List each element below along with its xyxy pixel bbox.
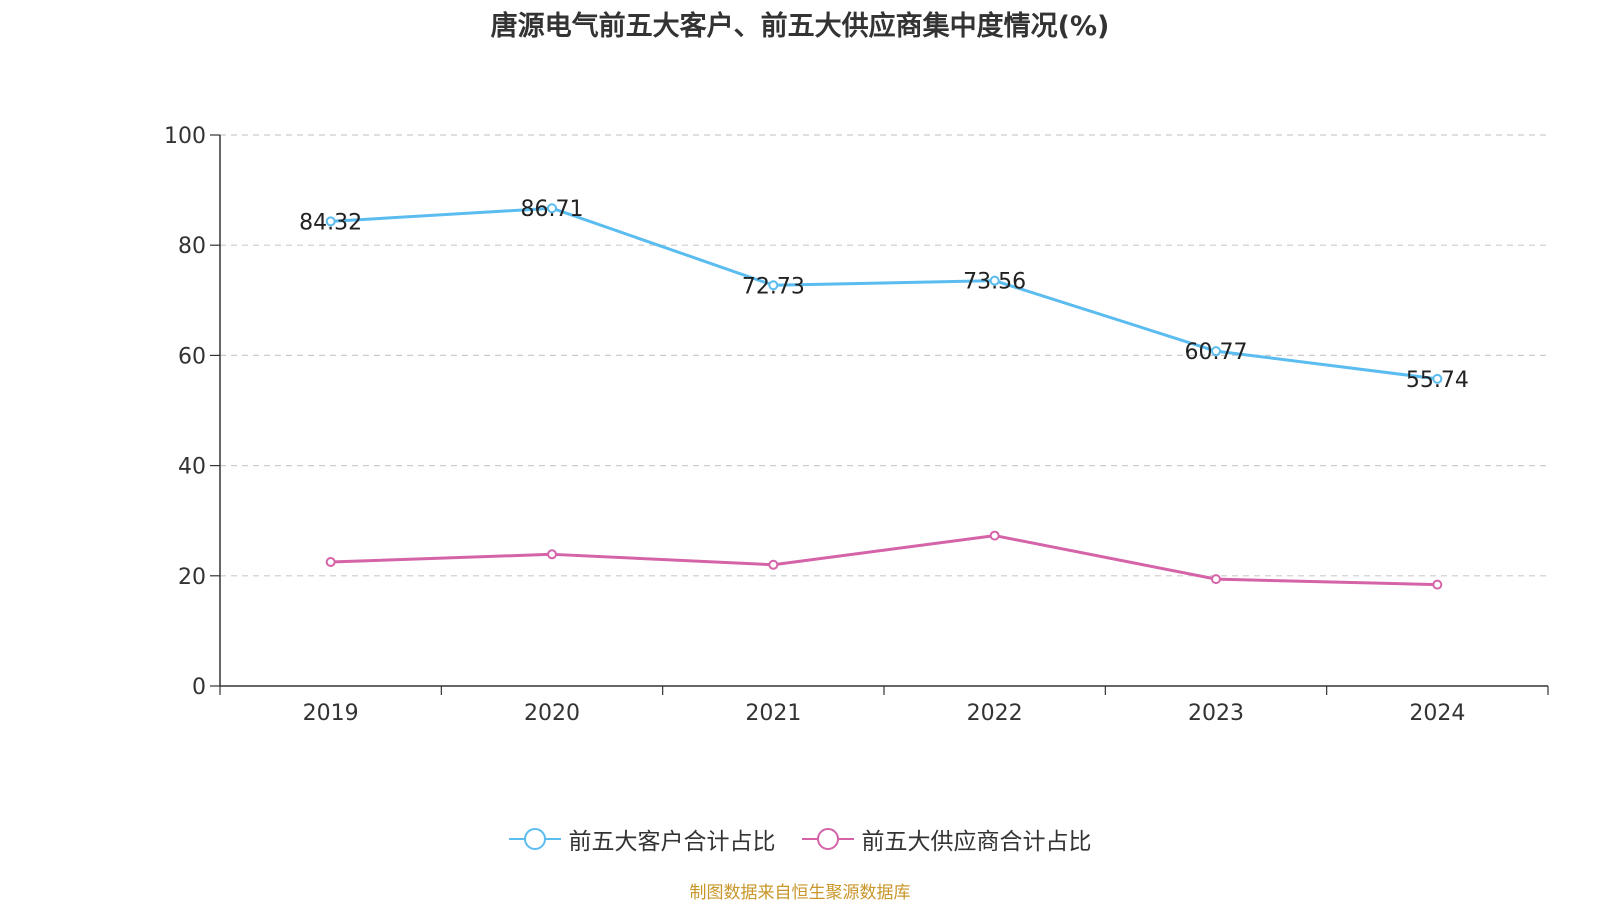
x-tick-label: 2019	[303, 701, 359, 726]
legend-item-suppliers[interactable]: 前五大供应商合计占比	[801, 822, 1092, 856]
data-point	[1432, 579, 1443, 590]
legend-label-suppliers: 前五大供应商合计占比	[861, 829, 1092, 855]
grid-lines	[220, 134, 1548, 577]
y-axis: 0 20 40 60 80 100	[164, 124, 221, 700]
data-point	[325, 216, 336, 227]
data-point	[1432, 373, 1443, 384]
legend: 前五大客户合计占比 前五大供应商合计占比	[0, 822, 1600, 856]
data-label: 60.77	[1185, 340, 1248, 365]
data-label: 86.71	[521, 197, 584, 222]
legend-item-customers[interactable]: 前五大客户合计占比	[508, 822, 776, 856]
series-layer	[325, 203, 1443, 590]
x-tick-label: 2023	[1188, 701, 1244, 726]
x-tick-label: 2024	[1409, 701, 1465, 726]
data-point	[989, 530, 1000, 541]
data-point	[547, 549, 557, 560]
data-point	[325, 557, 336, 568]
series-line-1	[330, 534, 1438, 587]
source-note: 制图数据来自恒生聚源数据库	[689, 883, 911, 903]
legend-swatch-suppliers	[801, 828, 854, 850]
x-axis: 2019 2020 2021 2022 2023 2024	[219, 685, 1549, 726]
data-point	[768, 559, 779, 570]
data-point	[1211, 346, 1221, 357]
legend-label-customers: 前五大客户合计占比	[568, 829, 776, 855]
y-tick-label: 0	[192, 675, 206, 700]
data-label: 55.74	[1406, 368, 1469, 393]
x-tick-label: 2021	[745, 701, 801, 726]
series-line-0	[330, 206, 1438, 381]
y-tick-label: 20	[178, 565, 206, 590]
y-tick-label: 40	[178, 455, 206, 480]
data-point	[547, 203, 557, 214]
chart-title: 唐源电气前五大客户、前五大供应商集中度情况(%)	[490, 11, 1110, 42]
data-point	[768, 280, 779, 291]
data-point	[1211, 574, 1221, 585]
data-point	[989, 275, 1000, 286]
x-tick-label: 2022	[967, 701, 1023, 726]
x-tick-label: 2020	[524, 701, 580, 726]
data-label: 72.73	[742, 274, 805, 299]
y-tick-label: 60	[178, 344, 206, 369]
y-tick-label: 80	[178, 234, 206, 259]
data-label: 73.56	[963, 270, 1026, 295]
data-label: 84.32	[299, 210, 362, 235]
legend-swatch-customers	[508, 828, 561, 850]
y-tick-label: 100	[164, 124, 206, 149]
data-labels: 84.32 86.71 72.73 73.56 60.77 55.74	[299, 197, 1469, 393]
